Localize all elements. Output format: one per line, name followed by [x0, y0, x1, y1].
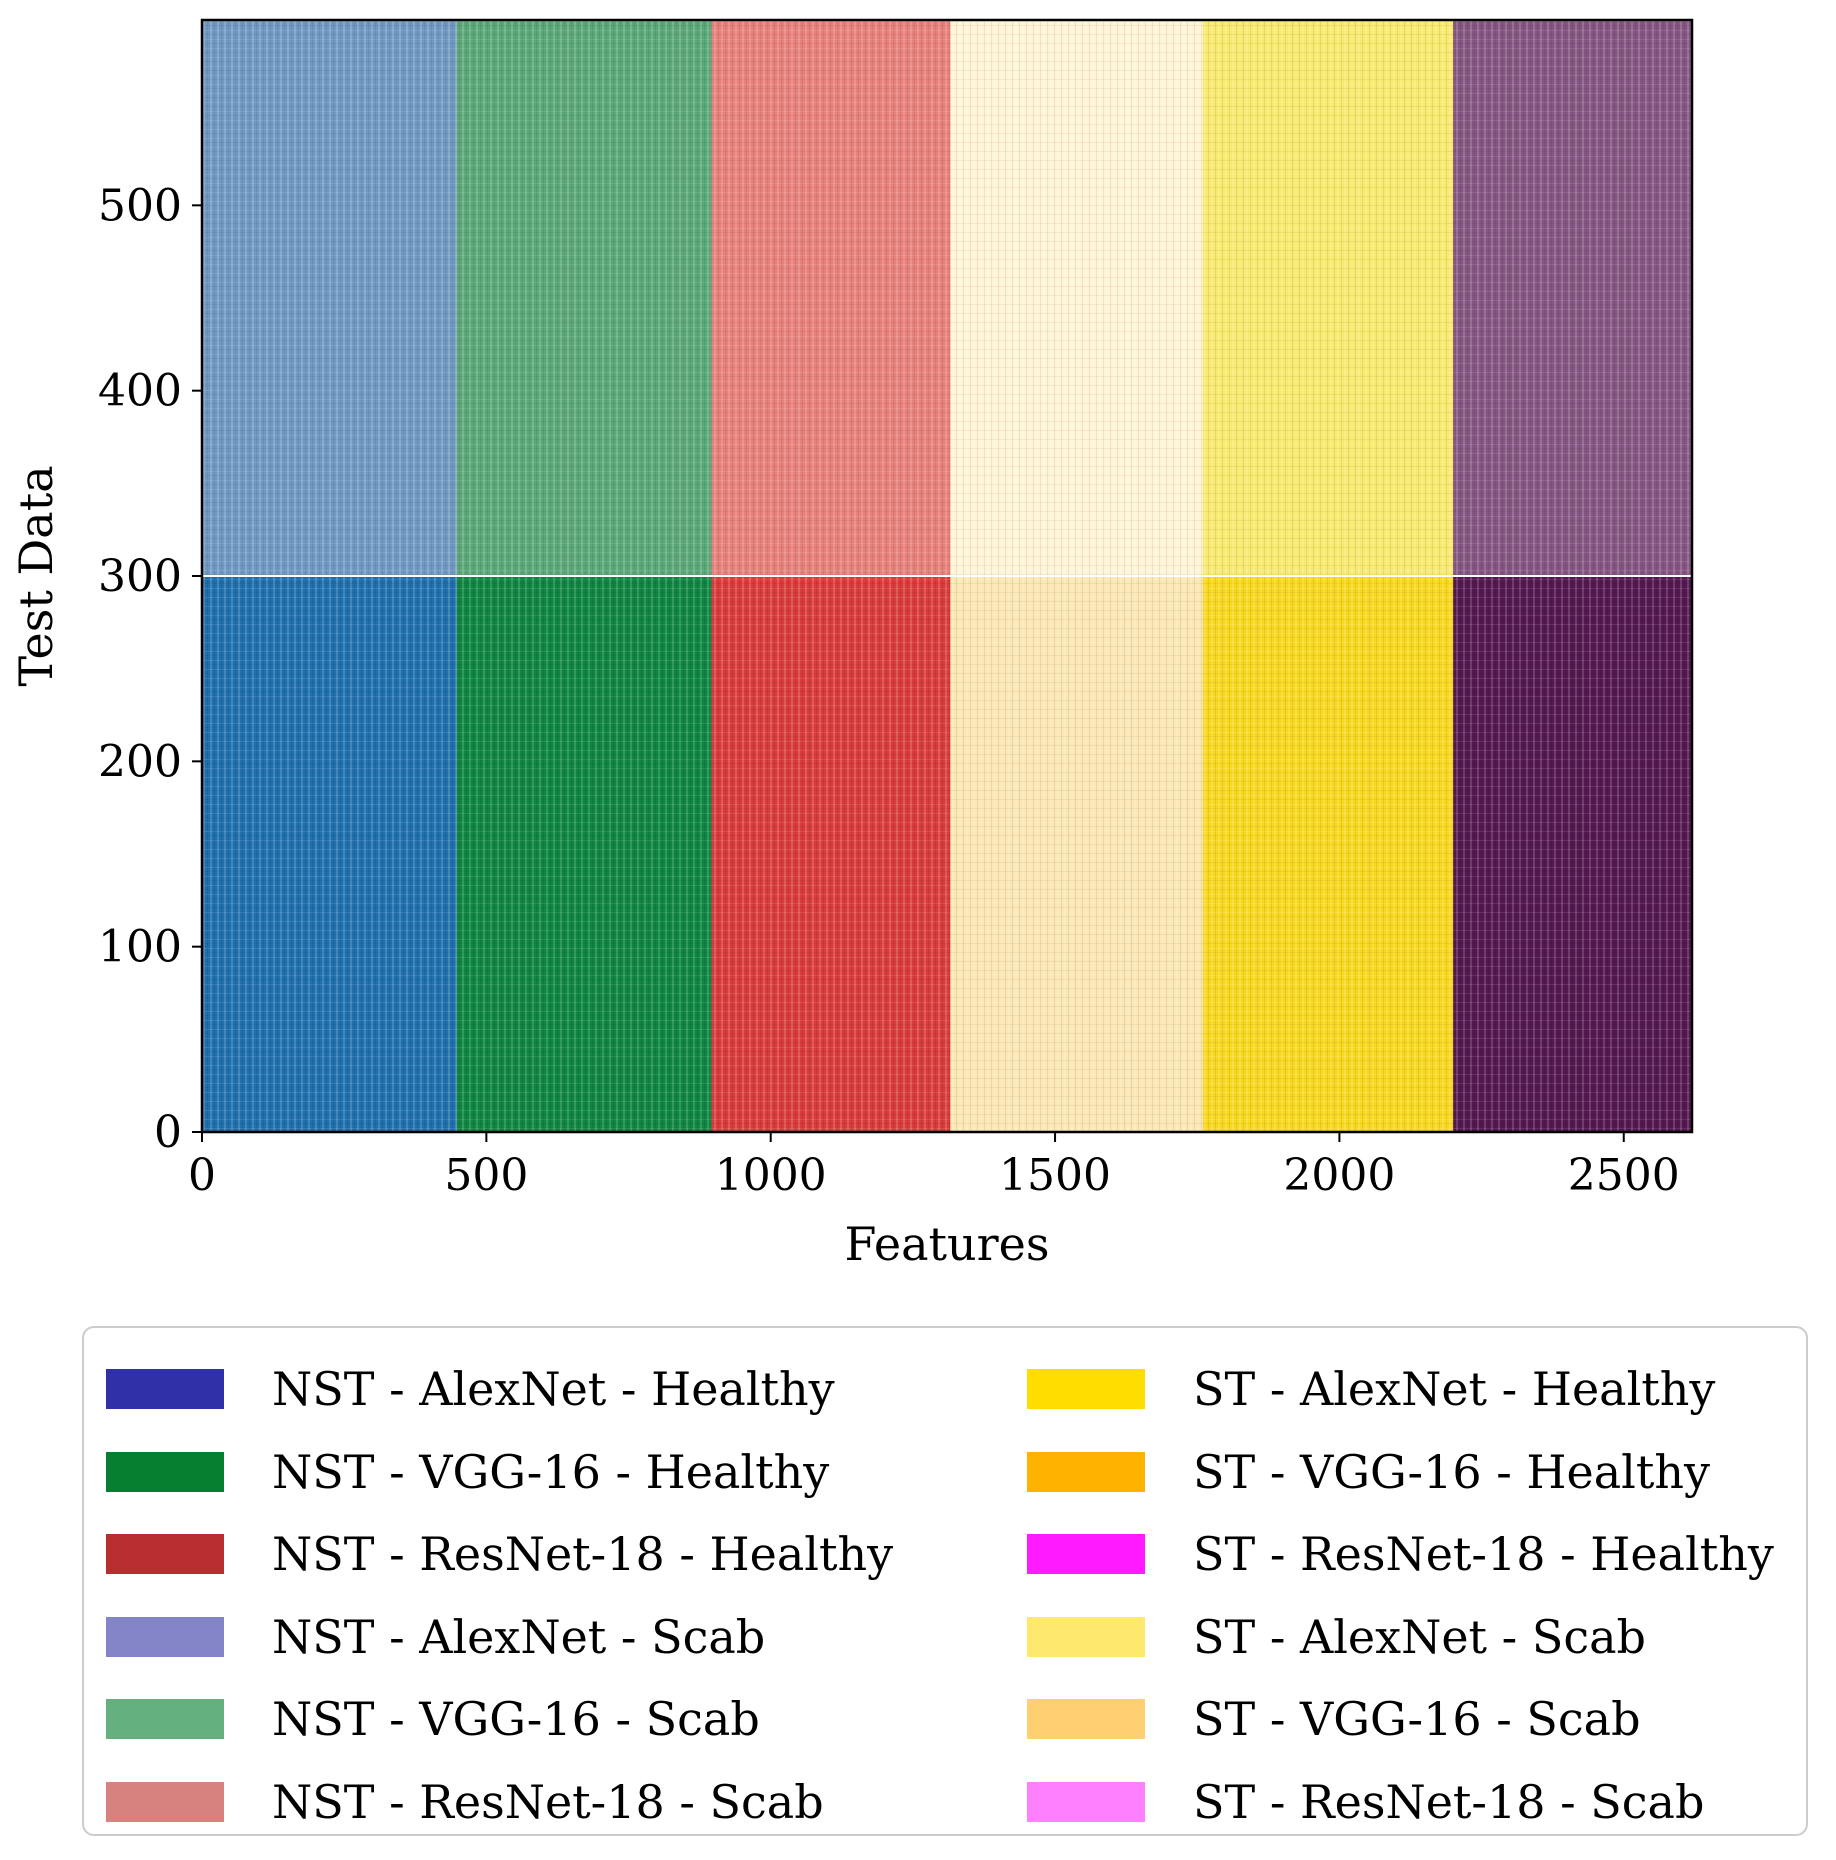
x-tick-label: 1500	[999, 1150, 1111, 1201]
texture-h-nst-alexnet-healthy	[202, 576, 457, 1132]
y-tick-label: 100	[98, 922, 182, 973]
legend-label: ST - ResNet-18 - Healthy	[1193, 1527, 1774, 1582]
legend-swatch	[1027, 1534, 1145, 1575]
legend-swatch	[106, 1369, 224, 1410]
legend-swatch	[1027, 1369, 1145, 1410]
legend-label: NST - VGG-16 - Healthy	[272, 1444, 830, 1499]
x-tick-label: 2000	[1283, 1150, 1395, 1201]
y-tick-label: 0	[154, 1107, 182, 1158]
legend-item: ST - VGG-16 - Scab	[1027, 1678, 1774, 1761]
legend-swatch	[1027, 1616, 1145, 1657]
legend-item: NST - VGG-16 - Healthy	[106, 1431, 893, 1514]
texture-h-st-vgg-16-scab	[1202, 20, 1454, 576]
y-axis-title: Test Data	[9, 465, 63, 686]
legend-item: ST - VGG-16 - Healthy	[1027, 1431, 1774, 1514]
legend-swatch	[106, 1451, 224, 1492]
legend-column-right: ST - AlexNet - Healthy ST - VGG-16 - Heal…	[1027, 1348, 1774, 1843]
legend-item: ST - ResNet-18 - Healthy	[1027, 1513, 1774, 1596]
legend-label: NST - ResNet-18 - Scab	[272, 1774, 824, 1829]
y-tick-label: 400	[98, 366, 182, 417]
texture-h-nst-vgg-16-scab	[456, 20, 712, 576]
texture-h-nst-alexnet-scab	[202, 20, 457, 576]
legend-label: ST - ResNet-18 - Scab	[1193, 1774, 1705, 1829]
legend-item: NST - AlexNet - Scab	[106, 1596, 893, 1679]
legend-item: ST - AlexNet - Healthy	[1027, 1348, 1774, 1431]
legend-item: ST - AlexNet - Scab	[1027, 1596, 1774, 1679]
legend-swatch	[1027, 1781, 1145, 1822]
legend-item: NST - ResNet-18 - Healthy	[106, 1513, 893, 1596]
legend-label: ST - AlexNet - Scab	[1193, 1609, 1646, 1664]
legend-item: NST - ResNet-18 - Scab	[106, 1761, 893, 1844]
heatmap-chart: 0 500 1000 1500 2000 2500 0 100 200 300 400 500 Fe…	[9, 18, 1694, 1271]
y-tick-label: 300	[98, 551, 182, 602]
legend-item: NST - AlexNet - Healthy	[106, 1348, 893, 1431]
legend-swatch	[106, 1781, 224, 1822]
legend-label: NST - VGG-16 - Scab	[272, 1692, 760, 1747]
y-axis: 0 100 200 300 400 500	[98, 180, 202, 1158]
texture-h-st-alexnet-scab	[950, 20, 1203, 576]
texture-h-st-alexnet-healthy	[950, 576, 1203, 1132]
x-axis: 0 500 1000 1500 2000 2500	[188, 1132, 1680, 1201]
x-tick-label: 1000	[715, 1150, 827, 1201]
legend-item: ST - ResNet-18 - Scab	[1027, 1761, 1774, 1844]
legend-swatch	[106, 1534, 224, 1575]
legend-label: ST - VGG-16 - Healthy	[1193, 1444, 1710, 1499]
legend-item: NST - VGG-16 - Scab	[106, 1678, 893, 1761]
legend: NST - AlexNet - Healthy NST - VGG-16 - He…	[82, 1326, 1808, 1836]
legend-label: NST - AlexNet - Scab	[272, 1609, 766, 1664]
legend-label: NST - ResNet-18 - Healthy	[272, 1527, 894, 1582]
legend-label: NST - AlexNet - Healthy	[272, 1362, 835, 1417]
y-tick-label: 200	[98, 736, 182, 787]
texture-h-st-vgg-16-healthy	[1202, 576, 1454, 1132]
y-tick-label: 500	[98, 180, 182, 231]
x-tick-label: 0	[188, 1150, 216, 1201]
legend-label: ST - AlexNet - Healthy	[1193, 1362, 1716, 1417]
legend-swatch	[106, 1699, 224, 1740]
texture-h-nst-vgg-16-healthy	[456, 576, 712, 1132]
legend-label: ST - VGG-16 - Scab	[1193, 1692, 1641, 1747]
heatmap-texture	[202, 20, 1692, 1132]
texture-h-st-resnet-18-scab	[1453, 20, 1692, 576]
x-axis-title: Features	[845, 1217, 1050, 1271]
legend-column-left: NST - AlexNet - Healthy NST - VGG-16 - He…	[106, 1348, 893, 1843]
texture-h-st-resnet-18-healthy	[1453, 576, 1692, 1132]
texture-h-nst-resnet-18-healthy	[711, 576, 951, 1132]
legend-swatch	[1027, 1699, 1145, 1740]
legend-swatch	[106, 1616, 224, 1657]
x-tick-label: 2500	[1568, 1150, 1680, 1201]
legend-swatch	[1027, 1451, 1145, 1492]
x-tick-label: 500	[444, 1150, 528, 1201]
texture-h-nst-resnet-18-scab	[711, 20, 951, 576]
